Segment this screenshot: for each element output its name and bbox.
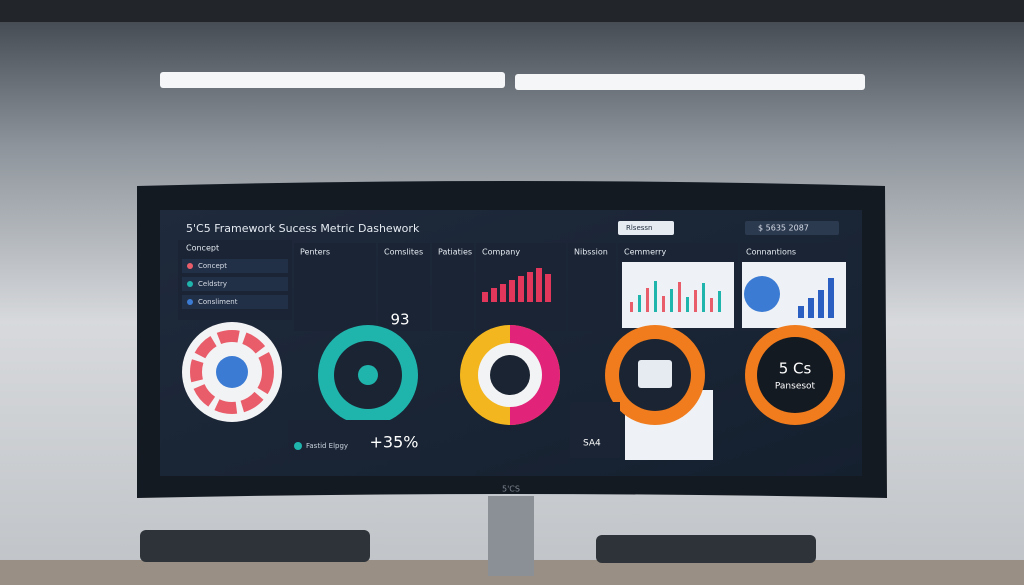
bar-shape xyxy=(702,283,705,312)
growth-card xyxy=(288,420,420,460)
bar-shape xyxy=(686,297,689,312)
search-box[interactable] xyxy=(618,221,674,235)
brand: 5'CS xyxy=(502,485,520,494)
panel xyxy=(378,243,430,331)
bar-shape xyxy=(518,276,524,302)
bar-shape xyxy=(710,298,713,312)
ceiling xyxy=(0,0,1024,22)
sidebar-item[interactable] xyxy=(182,295,288,309)
bar-shape xyxy=(818,290,824,318)
panel-title: Cemmerry xyxy=(624,248,666,257)
ring-icon xyxy=(358,365,378,385)
donut xyxy=(190,330,274,414)
ceiling-light xyxy=(160,72,505,88)
pie-shape xyxy=(744,276,780,312)
bar-shape xyxy=(500,284,506,302)
bar-shape xyxy=(482,292,488,302)
dot xyxy=(187,263,193,269)
dot xyxy=(294,442,302,450)
panel-title: Nibssion xyxy=(574,248,608,257)
panel xyxy=(432,243,474,331)
sidebar-items: Concept Celdstry Consliment xyxy=(182,259,288,309)
panels: Penters Comslites Patiaties Company Nibssion… xyxy=(294,243,848,331)
sidebar-label: Celdstry xyxy=(198,280,227,288)
sidebar-label: Concept xyxy=(198,262,227,270)
ceiling-light xyxy=(515,74,865,90)
bar-shape xyxy=(798,306,804,318)
account-box[interactable] xyxy=(745,221,839,235)
bar-shape xyxy=(670,289,673,312)
bar-shape xyxy=(646,288,649,312)
sidebar-title: Concept xyxy=(186,244,219,253)
bar-shape xyxy=(536,268,542,302)
panel xyxy=(568,243,616,331)
mini-card xyxy=(570,402,620,458)
badge-subtitle: Pansesot xyxy=(775,382,816,392)
bar-shape xyxy=(638,295,641,312)
small-value: SA4 xyxy=(583,439,601,449)
search-text: Rlsessn xyxy=(626,224,653,232)
ring-icon xyxy=(490,355,530,395)
bar-shape xyxy=(545,274,551,302)
badge-title: 5 Cs xyxy=(779,360,812,378)
bar-shape xyxy=(678,282,681,312)
dot xyxy=(187,281,193,287)
dot xyxy=(187,299,193,305)
account: $ 5635 2087 xyxy=(758,224,809,233)
panel-title: Penters xyxy=(300,248,330,257)
sidebar-label: Consliment xyxy=(198,298,238,306)
chair xyxy=(140,530,370,562)
growth: +35% xyxy=(370,433,419,452)
panel-title: Connantions xyxy=(746,248,796,257)
bar-shape xyxy=(694,290,697,312)
panel-title: Patiaties xyxy=(438,248,472,257)
growth-label: Fastid Elpgy xyxy=(306,442,348,450)
bar-shape xyxy=(654,281,657,312)
bar-shape xyxy=(527,272,533,302)
title: 5'C5 Framework Sucess Metric Dashework xyxy=(186,222,420,235)
stand xyxy=(488,496,534,576)
bar-shape xyxy=(718,291,721,312)
panel-title: Comslites xyxy=(384,248,423,257)
panel xyxy=(294,243,376,331)
bar-shape xyxy=(828,278,834,318)
chair xyxy=(596,535,816,563)
sidebar-item[interactable] xyxy=(182,277,288,291)
bar-shape xyxy=(808,298,814,318)
panel-title: Company xyxy=(482,248,520,257)
sidebar-item[interactable] xyxy=(182,259,288,273)
score: 93 xyxy=(390,311,409,329)
badge-inner xyxy=(757,337,833,413)
donut-center xyxy=(216,356,248,388)
calendar-icon xyxy=(638,360,672,388)
bar-shape xyxy=(662,296,665,312)
bar-shape xyxy=(491,288,497,302)
bar-shape xyxy=(509,280,515,302)
bar-shape xyxy=(630,302,633,312)
